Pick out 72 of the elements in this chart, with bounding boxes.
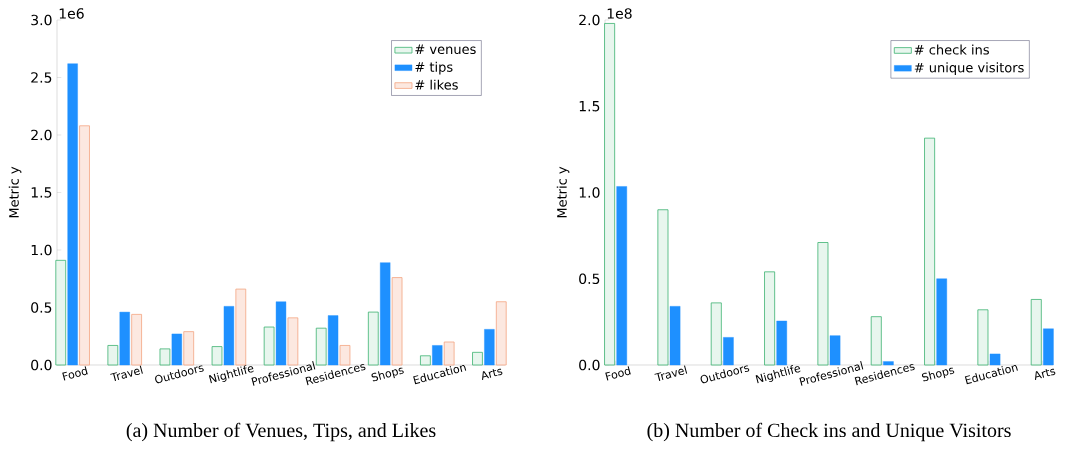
bar: [723, 337, 734, 366]
bar: [159, 348, 171, 366]
bar: [1043, 328, 1054, 366]
text: (b) Number of Check ins and Unique Visitors: [647, 422, 1011, 442]
bar: [131, 313, 142, 366]
bar: [936, 278, 947, 366]
bar: [883, 361, 894, 366]
text: 1e8: [607, 8, 632, 19]
bar: [367, 311, 379, 366]
legend-label: # unique visitors: [914, 62, 1024, 75]
bar: [764, 271, 776, 366]
bar: [67, 63, 78, 366]
x-tick-label: Travel: [654, 365, 688, 381]
bar: [472, 351, 483, 366]
bar: [55, 259, 67, 366]
y-tick-label: 0.0: [31, 359, 52, 371]
x-tick-label: Shops: [921, 367, 955, 382]
text: 1e6: [59, 8, 84, 19]
y-tick-label: 0.5: [31, 302, 52, 313]
bar: [391, 277, 403, 366]
y-tick-label: 0.0: [579, 359, 600, 371]
bar: [420, 355, 431, 366]
bar: [235, 288, 247, 366]
y-tick-label: 2.0: [579, 14, 600, 26]
legend-label: # check ins: [914, 44, 989, 55]
bar: [339, 345, 351, 366]
bar: [616, 186, 627, 366]
bar: [710, 302, 722, 366]
bar: [107, 345, 119, 366]
y-tick-label: 1.5: [31, 187, 52, 198]
x-tick-label: Shops: [371, 367, 404, 382]
y-tick-label: 2.5: [31, 72, 52, 83]
legend-label: # venues: [415, 44, 476, 55]
bar: [989, 353, 1001, 366]
bar: [119, 311, 130, 366]
bar: [327, 315, 339, 366]
bar: [183, 331, 195, 366]
x-tick-label: Food: [605, 366, 631, 381]
bar: [495, 301, 507, 366]
bar: [171, 333, 182, 366]
x-tick-label: Nightlife: [755, 365, 801, 384]
x-tick-label: Arts: [482, 368, 503, 380]
bar: [924, 137, 936, 366]
bar: [870, 316, 882, 366]
x-tick-label: Food: [62, 366, 88, 381]
bar: [1030, 299, 1042, 366]
legend-label: # likes: [415, 79, 458, 90]
bar: [669, 306, 681, 366]
bar: [776, 320, 787, 366]
x-tick-label: Arts: [1034, 368, 1056, 380]
y-tick-label: 0.5: [579, 273, 600, 285]
bar: [211, 346, 223, 366]
y-tick-label: 2.0: [31, 129, 52, 141]
bar: [484, 329, 495, 366]
bar: [79, 125, 90, 366]
bar: [604, 23, 616, 366]
y-axis-title: Metric y: [8, 166, 22, 218]
text: (a) Number of Venues, Tips, and Likes: [126, 422, 436, 442]
bar: [380, 262, 391, 366]
y-tick-label: 3.0: [31, 14, 52, 26]
bar: [977, 309, 989, 366]
bar: [315, 327, 327, 366]
y-tick-label: 1.5: [579, 101, 600, 112]
y-axis-title: Metric y: [556, 166, 570, 218]
x-tick-label: Travel: [110, 365, 143, 381]
legend-label: # tips: [415, 61, 453, 75]
y-tick-label: 1.0: [579, 187, 600, 198]
bar: [443, 341, 455, 366]
bar: [432, 345, 443, 366]
y-tick-label: 1.0: [31, 244, 52, 256]
bar: [223, 306, 235, 366]
bar: [657, 209, 669, 366]
